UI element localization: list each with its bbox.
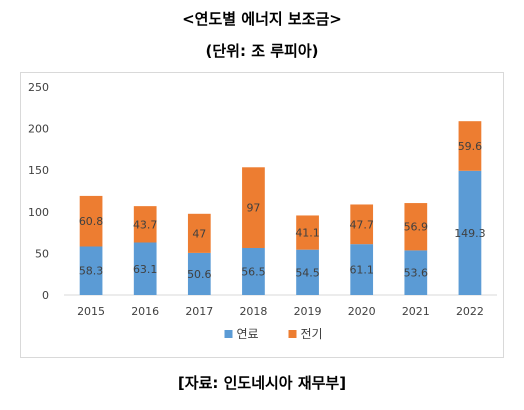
x-tick-label: 2022 xyxy=(456,305,484,318)
chart-title: <연도별 에너지 보조금> xyxy=(182,10,342,28)
x-tick-label: 2017 xyxy=(185,305,213,318)
x-tick-label: 2015 xyxy=(77,305,105,318)
chart-area: 0 50 100 150 200 250 58.3 60.8 2015 63.1 43.7 2016 5… xyxy=(20,72,504,358)
stacked-bar-chart: 0 50 100 150 200 250 58.3 60.8 2015 63.1 43.7 2016 5… xyxy=(28,81,497,341)
y-tick-label: 250 xyxy=(28,81,49,94)
legend-label: 전기 xyxy=(301,327,323,341)
data-label: 60.8 xyxy=(79,215,104,228)
x-tick-label: 2019 xyxy=(294,305,322,318)
bar-electricity-2016 xyxy=(133,206,157,243)
bar-fuel-2017 xyxy=(187,252,211,295)
bar-fuel-2019 xyxy=(296,249,319,295)
bar-electricity-2021 xyxy=(404,203,428,251)
data-label: 47 xyxy=(192,227,206,240)
y-tick-label: 100 xyxy=(28,206,49,219)
bar-fuel-2016 xyxy=(133,242,157,295)
bar-electricity-2022 xyxy=(458,121,482,171)
chart-subtitle: (단위: 조 루피아) xyxy=(205,42,319,60)
data-label: 43.7 xyxy=(133,218,158,231)
y-tick-label: 50 xyxy=(35,247,49,260)
y-tick-label: 200 xyxy=(28,123,49,136)
data-label: 50.6 xyxy=(187,268,212,281)
x-tick-label: 2018 xyxy=(239,305,267,318)
x-tick-label: 2016 xyxy=(131,305,159,318)
y-tick-label: 150 xyxy=(28,164,49,177)
bar-electricity-2019 xyxy=(296,215,319,250)
data-label: 63.1 xyxy=(133,263,158,276)
data-label: 53.6 xyxy=(404,267,429,280)
source-note: [자료: 인도네시아 재무부] xyxy=(177,374,347,392)
data-label: 59.6 xyxy=(458,140,483,153)
data-label: 58.3 xyxy=(79,265,104,278)
bar-fuel-2018 xyxy=(242,247,265,295)
bar-fuel-2022 xyxy=(458,170,482,295)
y-tick-label: 0 xyxy=(42,289,49,302)
x-tick-label: 2021 xyxy=(402,305,430,318)
data-label: 47.7 xyxy=(349,218,374,231)
data-label: 56.9 xyxy=(404,221,429,234)
bar-electricity-2017 xyxy=(187,213,211,253)
bar-electricity-2015 xyxy=(79,195,103,247)
data-label: 56.5 xyxy=(241,265,266,278)
data-label: 54.5 xyxy=(295,266,320,279)
bar-fuel-2020 xyxy=(350,244,374,295)
bar-electricity-2020 xyxy=(350,204,374,245)
data-label: 149.3 xyxy=(454,227,486,240)
data-label: 41.1 xyxy=(295,227,320,240)
legend-label: 연료 xyxy=(237,327,259,341)
x-tick-label: 2020 xyxy=(348,305,376,318)
data-label: 61.1 xyxy=(349,264,374,277)
bar-electricity-2018 xyxy=(242,167,265,248)
legend-swatch xyxy=(224,330,233,338)
bar-fuel-2021 xyxy=(404,250,428,295)
bar-fuel-2015 xyxy=(79,246,103,295)
data-label: 97 xyxy=(246,202,260,215)
legend-swatch xyxy=(288,330,297,338)
